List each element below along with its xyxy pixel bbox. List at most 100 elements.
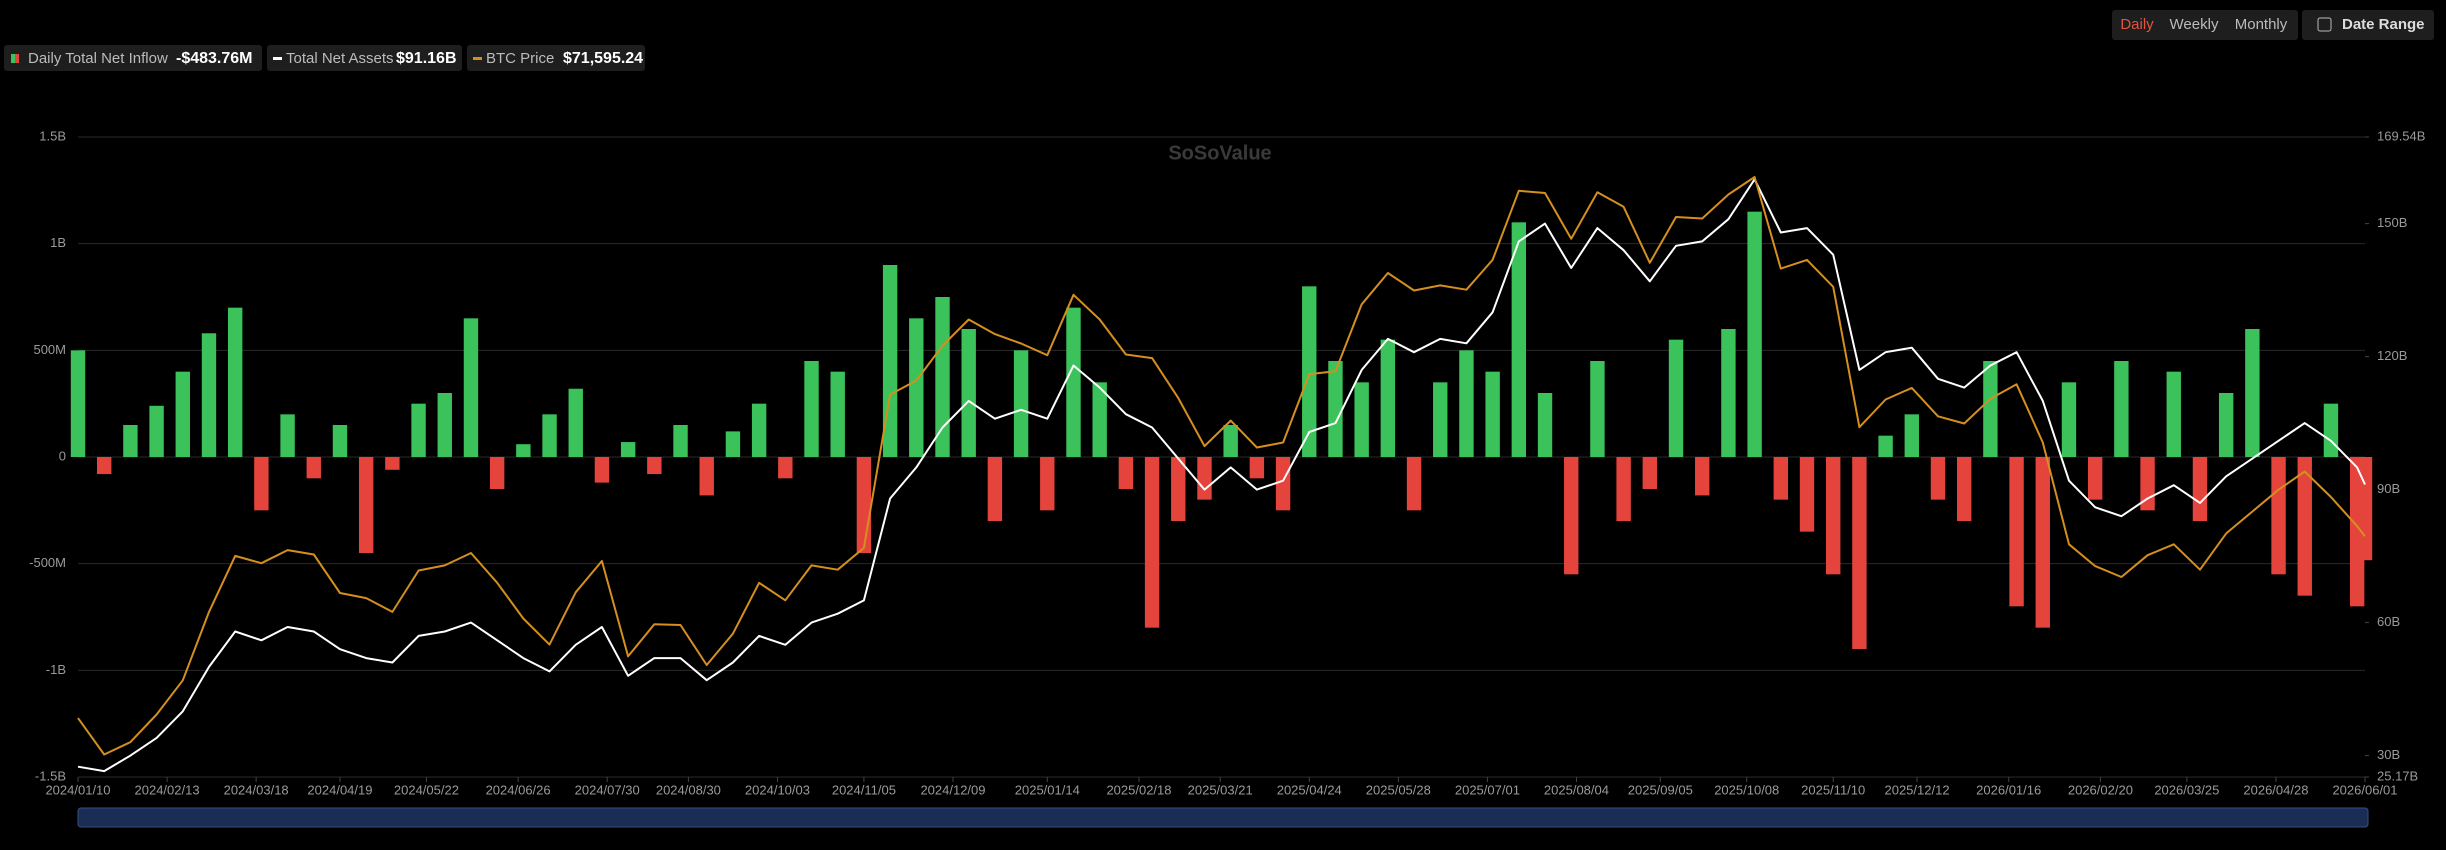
bar (2218, 393, 2234, 457)
bar (935, 297, 950, 457)
bar (1642, 457, 1658, 489)
y-tick-label: -1.5B (35, 768, 66, 783)
bar (882, 265, 898, 457)
bar (1118, 457, 1134, 489)
legend-name: Total Net Assets (286, 50, 394, 67)
bar (856, 457, 872, 553)
bar (1511, 222, 1527, 457)
x-tick-label: 2024/05/22 (394, 782, 459, 797)
bar (542, 414, 557, 457)
bar (1878, 435, 1893, 457)
x-tick-label: 2024/01/10 (45, 782, 110, 797)
x-tick-label: 2025/04/24 (1277, 782, 1342, 797)
bar (2114, 361, 2129, 457)
bar (1406, 457, 1422, 511)
legend-swatch (15, 54, 19, 63)
y2-tick-label: 60B (2377, 614, 2400, 629)
bar (1013, 350, 1029, 457)
bar (1852, 457, 1867, 649)
bar (987, 457, 1003, 521)
legend-value: $91.16B (396, 50, 457, 67)
bar (1826, 457, 1841, 575)
bar (1144, 457, 1160, 628)
bar (961, 329, 976, 457)
x-tick-label: 2024/11/05 (832, 782, 896, 797)
x-tick-label: 2024/03/18 (224, 782, 289, 797)
calendar-icon (2317, 17, 2332, 32)
bar (227, 307, 243, 457)
legend-chip (267, 45, 462, 71)
y2-tick-label: 169.54B (2377, 128, 2425, 143)
navigator[interactable] (77, 807, 2369, 828)
bar (1249, 457, 1265, 479)
granularity-group (2112, 10, 2298, 40)
date-range-button[interactable] (2302, 10, 2434, 40)
date-range-label[interactable]: Date Range (2342, 16, 2425, 33)
line (77, 178, 2366, 773)
bar (1171, 457, 1186, 521)
bar (1354, 382, 1369, 457)
bar (201, 333, 217, 457)
x-tick-label: 2025/02/18 (1106, 782, 1171, 797)
daily-button[interactable]: Daily (2120, 16, 2154, 33)
x-tick-label: 2024/04/19 (307, 782, 372, 797)
bar (463, 318, 479, 457)
bar (1721, 329, 1736, 457)
line (77, 176, 2366, 756)
x-tick-label: 2025/12/12 (1884, 782, 1949, 797)
x-tick-label: 2024/06/26 (486, 782, 551, 797)
bar (280, 414, 295, 457)
bar (1695, 457, 1710, 496)
bar (1668, 339, 1684, 457)
bar (1380, 339, 1396, 457)
bar (2035, 457, 2050, 628)
y2-tick-label: 120B (2377, 348, 2407, 363)
y2-tick-label: 25.17B (2377, 768, 2418, 783)
bar (830, 371, 845, 457)
bar (2245, 329, 2260, 457)
x-tick-label: 2025/08/04 (1544, 782, 1609, 797)
bar (2357, 457, 2373, 561)
bar (2192, 457, 2208, 521)
legend-name: Daily Total Net Inflow (28, 50, 168, 67)
bar (1747, 211, 1762, 457)
bar (2297, 457, 2312, 596)
bar (489, 457, 505, 489)
bar (1956, 457, 1972, 521)
bar (97, 457, 112, 475)
bar (1223, 425, 1238, 457)
legend-value: $71,595.24 (563, 50, 643, 67)
y-tick-label: -500M (29, 555, 66, 570)
x-tick-label: 2026/01/16 (1976, 782, 2041, 797)
monthly-button[interactable]: Monthly (2235, 16, 2288, 33)
bar (123, 425, 138, 457)
bar (1302, 286, 1317, 457)
x-tick-label: 2025/09/05 (1628, 782, 1693, 797)
bar (1275, 457, 1291, 511)
watermark: SoSoValue (1168, 142, 1271, 164)
y-tick-label: 1B (50, 235, 66, 250)
bar (358, 457, 374, 553)
bar (751, 403, 767, 457)
legend-value: -$483.76M (176, 50, 253, 67)
bar (516, 444, 531, 457)
weekly-button[interactable]: Weekly (2170, 16, 2219, 33)
x-tick-label: 2025/11/10 (1801, 782, 1865, 797)
bar (1537, 393, 1553, 457)
bar (175, 371, 190, 457)
x-tick-label: 2025/07/01 (1455, 782, 1520, 797)
bar (699, 457, 714, 496)
y-tick-label: 1.5B (39, 128, 66, 143)
bar (70, 350, 86, 457)
bar (254, 457, 269, 511)
bar (2061, 382, 2077, 457)
bar (1564, 457, 1579, 575)
x-tick-label: 2025/10/08 (1714, 782, 1779, 797)
bar (2087, 457, 2103, 500)
bar (437, 393, 452, 457)
x-tick-label: 2025/01/14 (1015, 782, 1080, 797)
x-tick-label: 2024/08/30 (656, 782, 721, 797)
